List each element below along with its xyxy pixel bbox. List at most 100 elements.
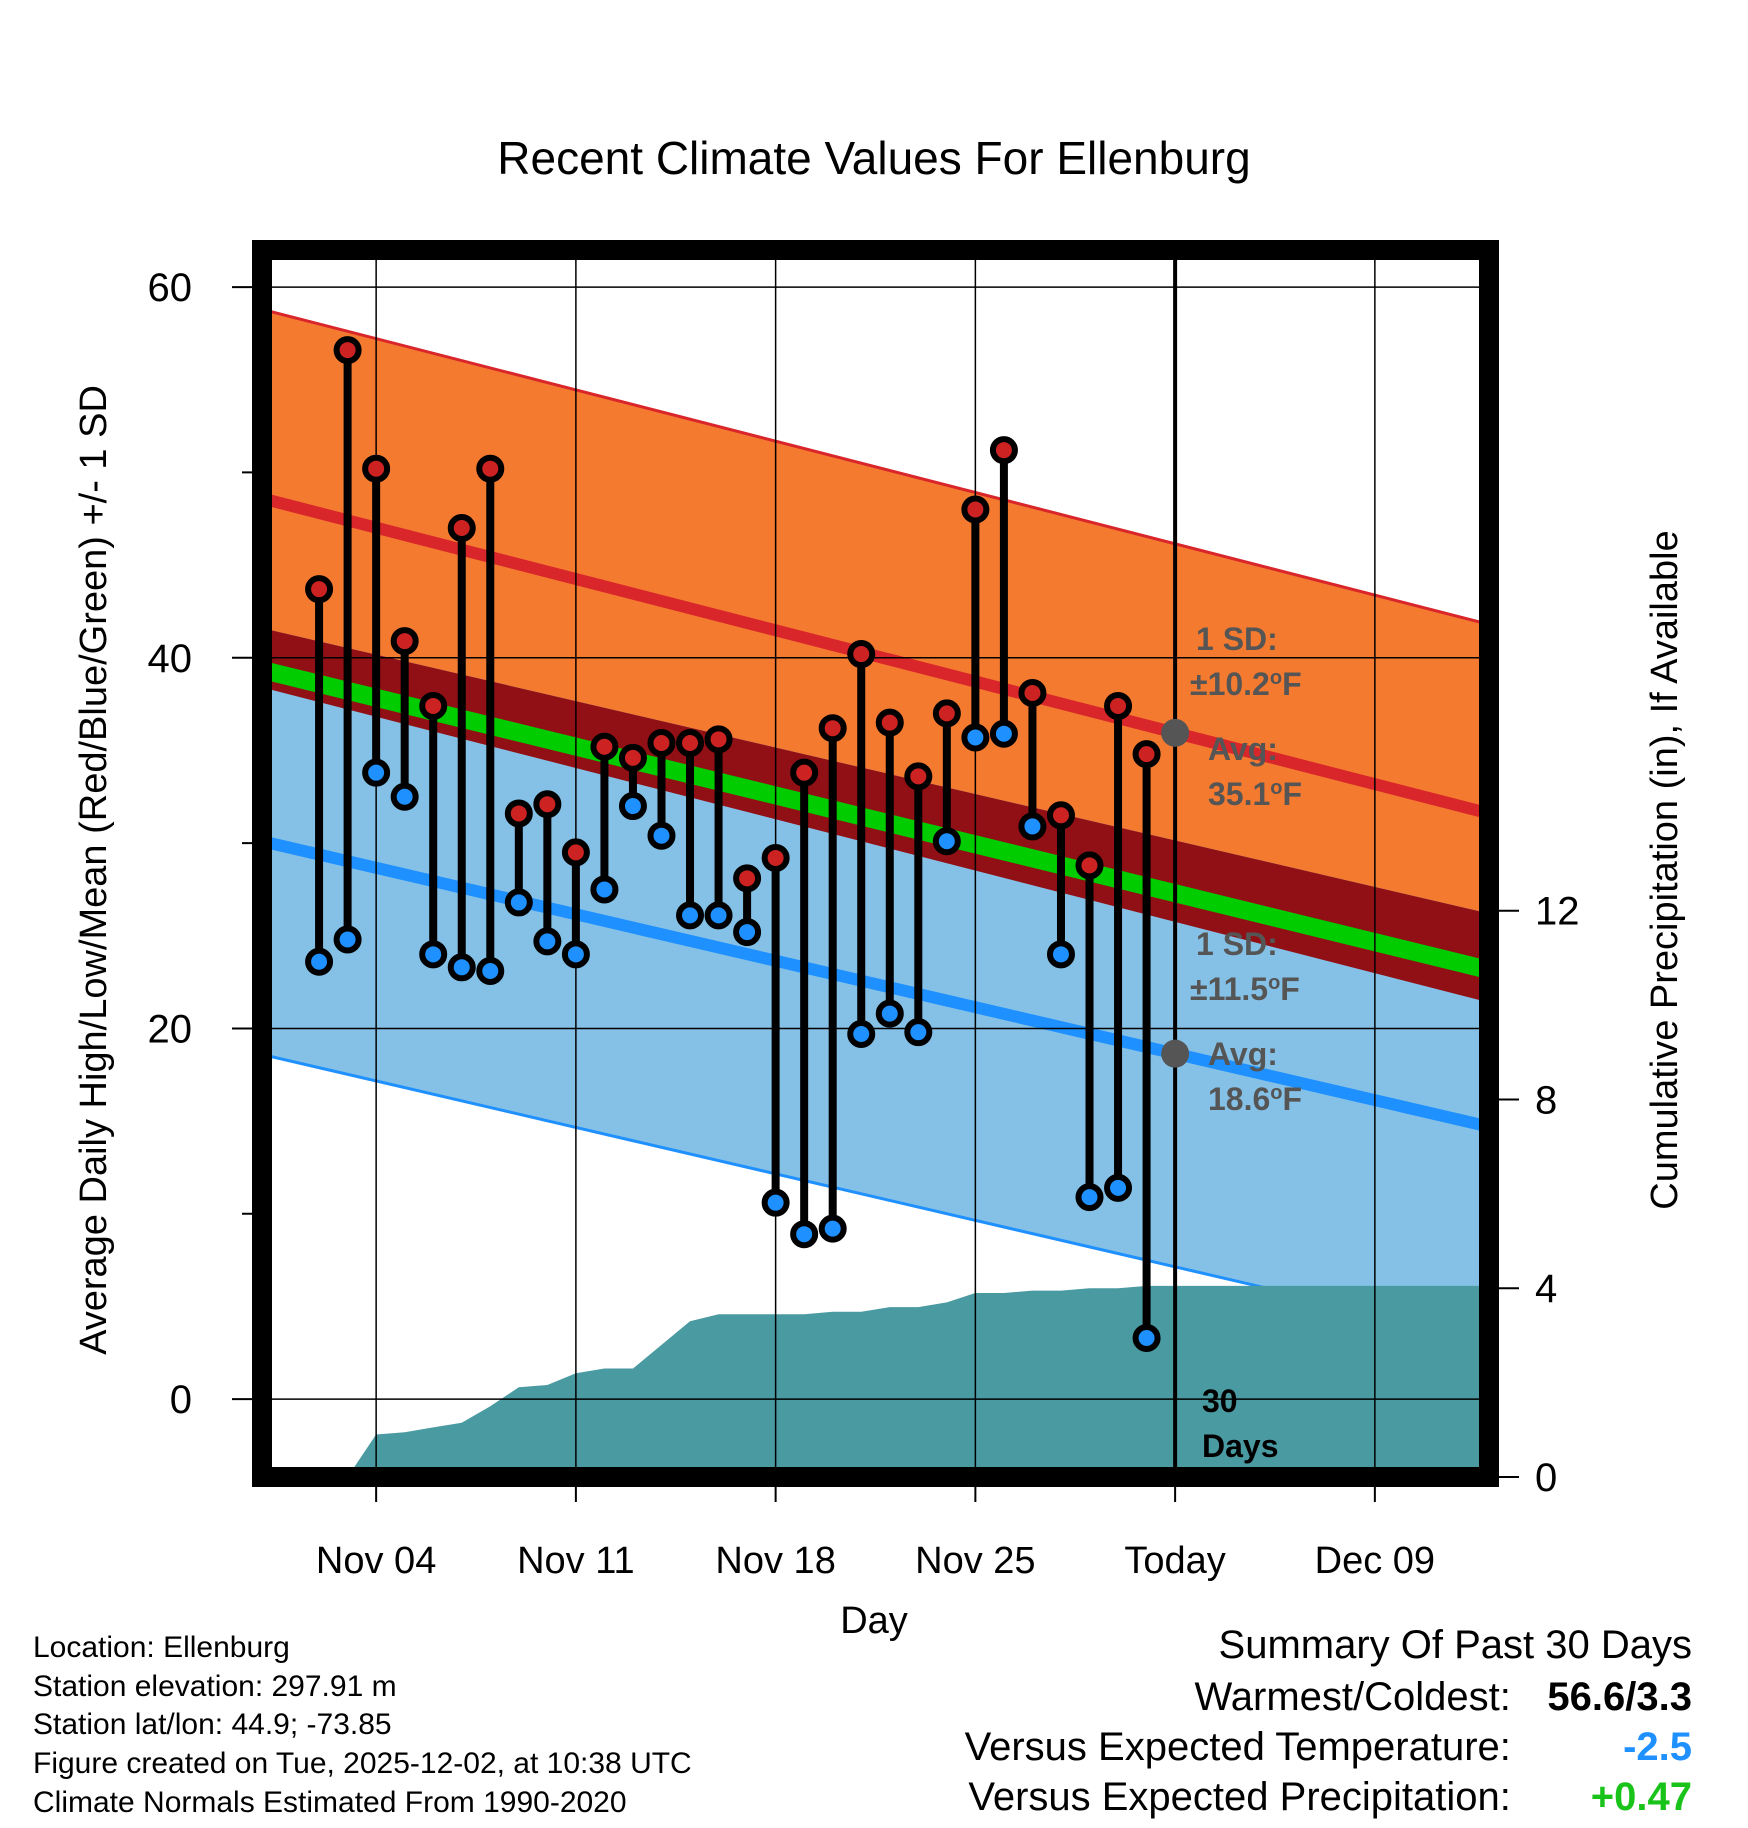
y2-tick-label: 0: [1535, 1456, 1557, 1500]
low-temp-dot: [761, 1188, 790, 1217]
x-tick-label: Nov 04: [316, 1540, 436, 1582]
high-temp-dot: [790, 758, 819, 787]
high-sd-upper-line: [262, 307, 1489, 626]
low-temp-dot: [447, 953, 476, 982]
summary-precip-label: Versus Expected Precipitation:: [968, 1775, 1511, 1819]
low-temp-dot: [305, 947, 334, 976]
x-axis-label: Day: [840, 1600, 908, 1642]
footer-created: Figure created on Tue, 2025-12-02, at 10…: [33, 1747, 692, 1780]
footer-latlon: Station lat/lon: 44.9; -73.85: [33, 1708, 392, 1741]
low-temp-dot: [362, 758, 391, 787]
high-temp-dot: [504, 799, 533, 828]
high-temp-dot: [647, 729, 676, 758]
high-normal-line: [262, 492, 1489, 820]
y2-tick-label: 8: [1535, 1078, 1557, 1122]
low-temp-dot: [875, 999, 904, 1028]
plot-frame: [252, 240, 1499, 1487]
high-sd-value: ±10.2oF: [1190, 666, 1302, 702]
high-temp-dot: [818, 714, 847, 743]
high-temp-dot: [989, 436, 1018, 465]
high-temp-dot: [1075, 851, 1104, 880]
low-avg-value: 18.6oF: [1208, 1081, 1302, 1117]
high-temp-dot: [704, 725, 733, 754]
high-temp-dot: [1104, 691, 1133, 720]
high-temp-dot: [676, 729, 705, 758]
summary-warmest-label: Warmest/Coldest:: [1194, 1675, 1511, 1719]
high-temp-dot: [362, 454, 391, 483]
low-temp-dot: [676, 901, 705, 930]
mean-normal-line: [262, 661, 1489, 979]
low-temp-dot: [1075, 1183, 1104, 1212]
high-temp-dot: [733, 864, 762, 893]
high-temp-dot: [847, 640, 876, 669]
low-temp-dot: [647, 821, 676, 850]
high-temp-dot: [618, 743, 647, 772]
high-avg-label: Avg:: [1208, 731, 1278, 767]
precipitation-area: [290, 1285, 1489, 1477]
x-tick-label: Nov 18: [715, 1540, 835, 1582]
footer-elevation: Station elevation: 297.91 m: [33, 1670, 397, 1703]
y-tick-label: 20: [148, 1007, 193, 1051]
high-sd-label: 1 SD:: [1196, 621, 1278, 657]
high-temp-dot: [305, 575, 334, 604]
low-temp-dot: [618, 792, 647, 821]
low-temp-dot: [1046, 940, 1075, 969]
low-sd-label: 1 SD:: [1196, 926, 1278, 962]
high-temp-dot: [761, 843, 790, 872]
low-temp-dot: [847, 1020, 876, 1049]
low-temp-dot: [333, 925, 362, 954]
y-axis-label: Average Daily High/Low/Mean (Red/Blue/Gr…: [73, 385, 115, 1355]
low-temp-dot: [818, 1214, 847, 1243]
summary-temp-label: Versus Expected Temperature:: [964, 1725, 1511, 1769]
y2-axis-label: Cumulative Precipitation (in), If Availa…: [1644, 530, 1686, 1209]
summary-temp-row: Versus Expected Temperature: -2.5: [965, 1722, 1692, 1772]
low-sd-value: ±11.5oF: [1190, 971, 1300, 1007]
high-temp-dot: [1046, 801, 1075, 830]
summary-title: Summary Of Past 30 Days: [1218, 1623, 1692, 1667]
footer-normals: Climate Normals Estimated From 1990-2020: [33, 1786, 627, 1819]
x-tick-label: Today: [1124, 1540, 1225, 1582]
y-tick-label: 0: [170, 1378, 192, 1422]
low-temp-dot: [1132, 1323, 1161, 1352]
high-temp-dot: [1132, 740, 1161, 769]
footer-location: Location: Ellenburg: [33, 1631, 290, 1664]
low-temp-dot: [989, 719, 1018, 748]
high-temp-dot: [590, 732, 619, 761]
low-temp-dot: [561, 940, 590, 969]
x-tick-label: Dec 09: [1315, 1540, 1435, 1582]
y2-tick-label: 12: [1535, 890, 1580, 934]
low-avg-label: Avg:: [1208, 1036, 1278, 1072]
high-temp-dot: [932, 699, 961, 728]
low-temp-dot: [932, 827, 961, 856]
high-temp-dot: [447, 514, 476, 543]
chart-title: Recent Climate Values For Ellenburg: [497, 132, 1250, 184]
window-days-label: Days: [1202, 1428, 1279, 1464]
low-temp-dot: [961, 723, 990, 752]
summary-warmest-row: Warmest/Coldest: 56.6/3.3: [1195, 1672, 1693, 1722]
x-tick-label: Nov 25: [915, 1540, 1035, 1582]
low-temp-dot: [504, 888, 533, 917]
low-temp-dot: [904, 1018, 933, 1047]
summary-precip-row: Versus Expected Precipitation: +0.47: [968, 1772, 1692, 1822]
low-temp-dot: [1104, 1173, 1133, 1202]
y-tick-label: 60: [148, 266, 193, 310]
y2-tick-label: 4: [1535, 1267, 1557, 1311]
high-avg-marker: [1161, 718, 1190, 747]
x-tick-label: Nov 11: [517, 1540, 635, 1582]
low-avg-marker: [1161, 1039, 1190, 1068]
high-temp-dot: [533, 790, 562, 819]
summary-warmest-value: 56.6/3.3: [1547, 1675, 1692, 1719]
low-temp-dot: [704, 901, 733, 930]
summary-precip-value: +0.47: [1590, 1775, 1692, 1819]
high-temp-dot: [476, 454, 505, 483]
low-temp-dot: [390, 782, 419, 811]
high-temp-dot: [904, 762, 933, 791]
low-temp-dot: [733, 918, 762, 947]
summary-temp-value: -2.5: [1623, 1725, 1692, 1769]
high-temp-dot: [390, 627, 419, 656]
low-temp-dot: [590, 875, 619, 904]
low-temp-dot: [533, 927, 562, 956]
window-days-number: 30: [1202, 1383, 1238, 1419]
y-tick-label: 40: [148, 637, 193, 681]
